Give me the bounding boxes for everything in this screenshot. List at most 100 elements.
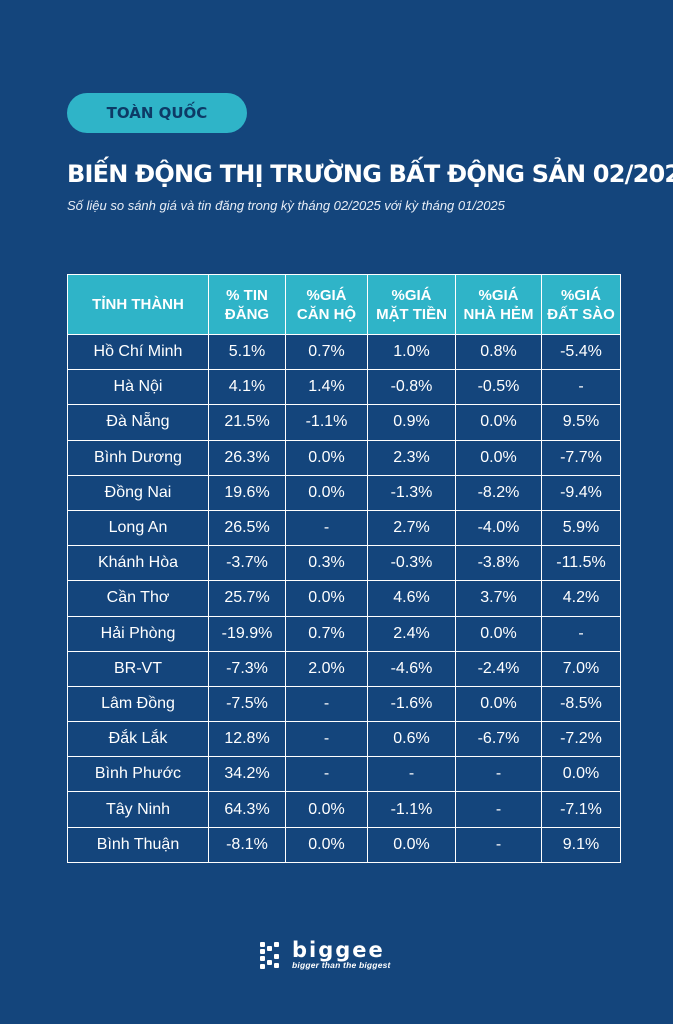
table-row: Hải Phòng -19.9% 0.7% 2.4% 0.0% -: [67, 615, 621, 652]
province-cell: Đắk Lắk: [67, 721, 209, 758]
value-cell: 0.0%: [285, 826, 368, 863]
value-cell: -3.7%: [208, 545, 286, 582]
column-header-line: % TIN: [226, 286, 268, 304]
value-cell: -0.8%: [367, 369, 456, 406]
value-cell: -0.3%: [367, 545, 456, 582]
province-cell: Tây Ninh: [67, 791, 209, 828]
value-cell: -: [455, 826, 542, 863]
value-cell: -19.9%: [208, 615, 286, 652]
province-cell: Lâm Đồng: [67, 685, 209, 723]
column-header-line: ĐẤT SÀO: [547, 305, 615, 323]
column-header-line: %GIÁ: [391, 286, 432, 304]
value-cell: 0.0%: [541, 756, 621, 793]
value-cell: -7.1%: [541, 791, 621, 828]
scope-badge: TOÀN QUỐC: [67, 93, 247, 133]
province-cell: Đồng Nai: [67, 474, 209, 511]
province-cell: Cần Thơ: [67, 580, 209, 617]
value-cell: -9.4%: [541, 474, 621, 511]
value-cell: -7.7%: [541, 439, 621, 476]
table-row: Long An 26.5% -2.7% -4.0% 5.9%: [67, 509, 621, 547]
value-cell: -11.5%: [541, 545, 621, 582]
column-header: %GIÁ NHÀ HẺM: [455, 274, 542, 335]
value-cell: 2.3%: [367, 439, 456, 476]
value-cell: 2.7%: [367, 509, 456, 547]
value-cell: -1.1%: [367, 791, 456, 828]
value-cell: -3.8%: [455, 545, 542, 582]
value-cell: 0.0%: [455, 404, 542, 441]
biggee-logo-icon: [260, 941, 279, 969]
province-cell: Hà Nội: [67, 369, 209, 406]
table-row: Lâm Đồng -7.5% - -1.6% 0.0% -8.5%: [67, 685, 621, 723]
column-header: %GIÁ ĐẤT SÀO: [541, 274, 621, 335]
page-title: BIẾN ĐỘNG THỊ TRƯỜNG BẤT ĐỘNG SẢN 02/202…: [67, 160, 673, 188]
province-cell: Đà Nẵng: [67, 404, 209, 441]
value-cell: 21.5%: [208, 404, 286, 441]
column-header: %GIÁ CĂN HỘ: [285, 274, 368, 335]
table-row: Tây Ninh 64.3% 0.0% -1.1% - -7.1%: [67, 791, 621, 828]
column-header-line: %GIÁ: [560, 286, 601, 304]
value-cell: -5.4%: [541, 333, 621, 371]
table-row: Khánh Hòa -3.7% 0.3% -0.3% -3.8% -11.5%: [67, 545, 621, 582]
column-header-line: ĐĂNG: [224, 305, 270, 323]
value-cell: 0.0%: [285, 474, 368, 511]
value-cell: -8.2%: [455, 474, 542, 511]
value-cell: 2.4%: [367, 615, 456, 652]
value-cell: 0.9%: [367, 404, 456, 441]
value-cell: 25.7%: [208, 580, 286, 617]
province-cell: Hải Phòng: [67, 615, 209, 652]
value-cell: 64.3%: [208, 791, 286, 828]
value-cell: -: [455, 756, 542, 793]
value-cell: -1.6%: [367, 685, 456, 723]
value-cell: 5.9%: [541, 509, 621, 547]
value-cell: 0.8%: [455, 333, 542, 371]
value-cell: 19.6%: [208, 474, 286, 511]
table-row: BR-VT -7.3% 2.0% -4.6% -2.4% 7.0%: [67, 650, 621, 687]
brand-logo: biggee bigger than the biggest: [258, 940, 391, 971]
column-header: %GIÁ MẶT TIỀN: [367, 274, 456, 335]
value-cell: 0.0%: [285, 580, 368, 617]
logo-tagline: bigger than the biggest: [292, 960, 391, 970]
value-cell: -: [541, 369, 621, 406]
column-header: TỈNH THÀNH: [67, 274, 209, 335]
value-cell: 1.0%: [367, 333, 456, 371]
value-cell: -7.5%: [208, 685, 286, 723]
value-cell: 0.0%: [285, 439, 368, 476]
column-header-line: TỈNH THÀNH: [92, 296, 184, 313]
province-cell: Bình Thuận: [67, 826, 209, 863]
value-cell: -4.6%: [367, 650, 456, 687]
table-row: Đồng Nai 19.6% 0.0% -1.3% -8.2% -9.4%: [67, 474, 621, 511]
value-cell: 0.7%: [285, 615, 368, 652]
value-cell: -1.3%: [367, 474, 456, 511]
column-header-line: %GIÁ: [306, 286, 347, 304]
value-cell: -8.5%: [541, 685, 621, 723]
value-cell: 12.8%: [208, 721, 286, 758]
logo-name: biggee: [292, 938, 385, 962]
value-cell: -6.7%: [455, 721, 542, 758]
table-row: Hà Nội 4.1% 1.4% -0.8% -0.5% -: [67, 369, 621, 406]
value-cell: 0.7%: [285, 333, 368, 371]
table-row: Bình Dương 26.3% 0.0% 2.3% 0.0% -7.7%: [67, 439, 621, 476]
page-subtitle: Số liệu so sánh giá và tin đăng trong kỳ…: [67, 198, 505, 213]
column-header: % TIN ĐĂNG: [208, 274, 286, 335]
value-cell: -: [455, 791, 542, 828]
value-cell: 4.6%: [367, 580, 456, 617]
value-cell: -2.4%: [455, 650, 542, 687]
value-cell: 0.0%: [367, 826, 456, 863]
value-cell: -: [367, 756, 456, 793]
table-header-row: TỈNH THÀNH% TIN ĐĂNG %GIÁ CĂN HỘ %GIÁ MẶT TIỀ…: [67, 274, 621, 335]
value-cell: 0.3%: [285, 545, 368, 582]
table-row: Bình Thuận -8.1% 0.0% 0.0% -9.1%: [67, 826, 621, 863]
value-cell: -1.1%: [285, 404, 368, 441]
value-cell: 2.0%: [285, 650, 368, 687]
value-cell: -: [285, 756, 368, 793]
province-cell: Bình Dương: [67, 439, 209, 476]
market-table: TỈNH THÀNH% TIN ĐĂNG %GIÁ CĂN HỘ %GIÁ MẶT TIỀ…: [67, 274, 621, 863]
value-cell: -: [285, 509, 368, 547]
value-cell: 34.2%: [208, 756, 286, 793]
province-cell: BR-VT: [67, 650, 209, 687]
value-cell: 26.3%: [208, 439, 286, 476]
value-cell: 0.0%: [455, 439, 542, 476]
column-header-line: %GIÁ: [478, 286, 519, 304]
value-cell: 9.1%: [541, 826, 621, 863]
value-cell: 1.4%: [285, 369, 368, 406]
